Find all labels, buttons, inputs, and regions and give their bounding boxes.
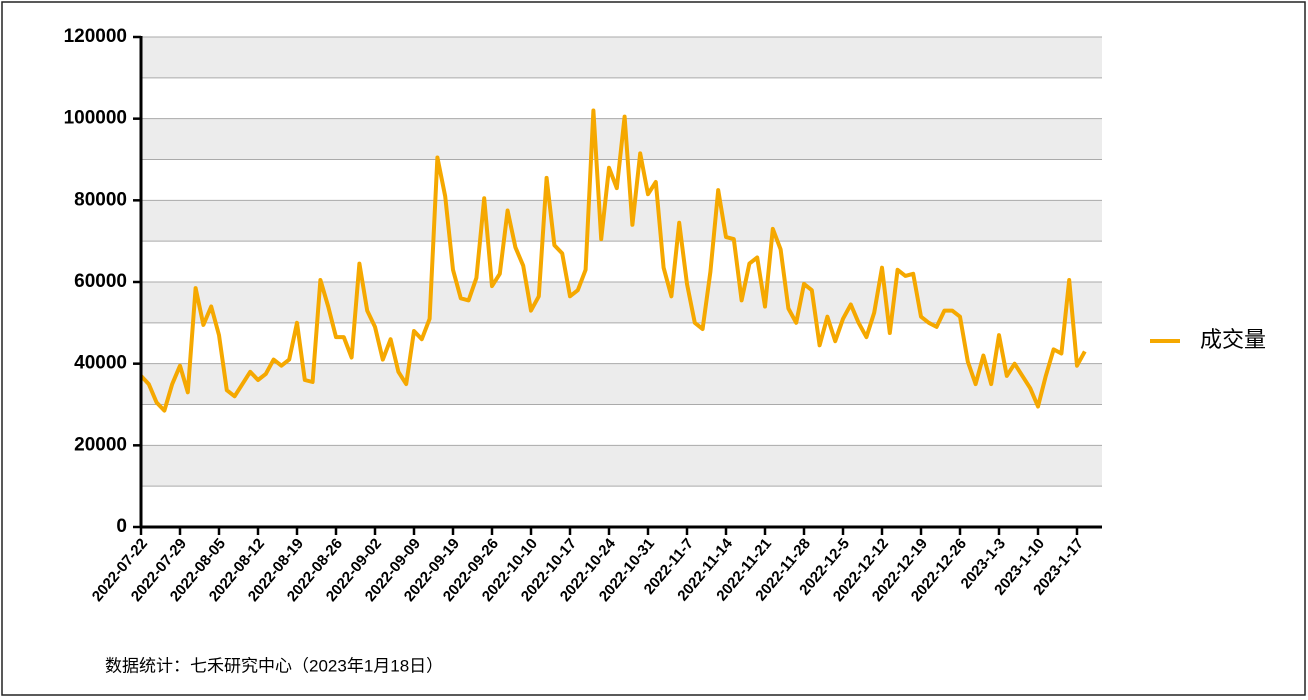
series-line xyxy=(139,108,1087,413)
legend-label: 成交量 xyxy=(1200,327,1266,352)
y-tick-label: 40000 xyxy=(74,353,127,374)
grid-band xyxy=(141,200,1102,242)
y-tick-label: 80000 xyxy=(74,189,127,210)
y-tick-label: 20000 xyxy=(74,434,127,455)
y-tick-label: 60000 xyxy=(74,271,127,292)
grid-band xyxy=(141,363,1102,405)
y-tick-label: 0 xyxy=(116,516,127,537)
y-tick-label: 120000 xyxy=(64,26,127,47)
source-note: 数据统计：七禾研究中心（2023年1月18日） xyxy=(105,656,443,675)
plot xyxy=(139,108,1087,413)
grid-band xyxy=(141,445,1102,487)
y-tick-label: 100000 xyxy=(64,108,127,129)
grid-band xyxy=(141,37,1102,78)
